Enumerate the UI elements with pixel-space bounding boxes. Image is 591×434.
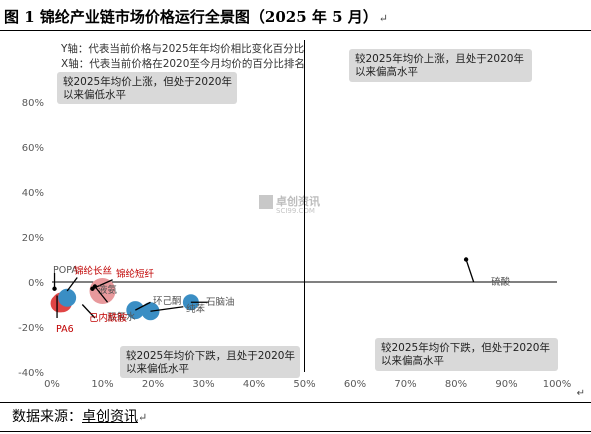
- point-label-液氨: 液氨: [98, 284, 118, 296]
- source-line: 数据来源：卓创资讯↵: [12, 406, 147, 426]
- watermark-url: SCI99.COM: [276, 207, 315, 215]
- watermark-name: 卓创资讯: [276, 194, 320, 208]
- x-tick-label: 80%: [445, 379, 467, 390]
- x-tick-label: 40%: [243, 379, 265, 390]
- y-tick-label: -40%: [18, 368, 44, 379]
- bubble-液氨: [89, 278, 116, 304]
- quadrant-note-text: 较2025年均价下跌，且处于2020年: [126, 349, 295, 362]
- leader-line-纯苯: [150, 306, 184, 312]
- leader-line-锦纶长丝: [66, 277, 78, 292]
- point-label-PA6: PA6: [56, 324, 74, 335]
- axis-note: X轴：代表当前价格在2020至今月均价的百分比排名: [61, 57, 305, 70]
- x-tick-label: 100%: [543, 379, 572, 390]
- middle-rule: [0, 402, 591, 403]
- point-label-纯苯: 纯苯: [186, 303, 206, 315]
- source-name[interactable]: 卓创资讯: [82, 409, 138, 425]
- paragraph-mark: ↵: [138, 411, 148, 424]
- quadrant-note-box: [120, 346, 300, 378]
- axis-note: Y轴：代表当前价格与2025年年均价相比变化百分比: [60, 42, 304, 55]
- x-tick-label: 60%: [344, 379, 366, 390]
- quadrant-note-box: [375, 338, 558, 371]
- y-tick-label: 20%: [22, 233, 44, 244]
- bubble-锦纶长丝: [58, 288, 77, 307]
- point-label-锦纶短纤: 锦纶短纤: [116, 268, 155, 280]
- point-marker-硫酸: [463, 257, 469, 262]
- x-tick-label: 50%: [293, 379, 315, 390]
- x-tick-label: 90%: [495, 379, 517, 390]
- quadrant-note-text: 以来偏低水平: [63, 88, 126, 101]
- point-label-锦纶长丝: 锦纶长丝: [74, 265, 112, 277]
- quadrant-note-box: [57, 72, 237, 104]
- x-tick-label: 10%: [91, 379, 113, 390]
- source-label: 数据来源：: [12, 409, 82, 425]
- quadrant-note-text: 以来偏高水平: [355, 65, 418, 78]
- quadrant-note-text: 较2025年均价下跌，但处于2020年: [381, 341, 550, 354]
- quadrant-note-text: 较2025年均价上涨，且处于2020年: [355, 52, 524, 65]
- point-label-石脑油: 石脑油: [206, 296, 235, 308]
- x-tick-label: 20%: [142, 379, 164, 390]
- leader-line-环己酮: [135, 301, 151, 311]
- paragraph-mark: ↵: [378, 12, 388, 25]
- quadrant-note-box: [349, 49, 532, 82]
- point-label-己内酰胺: 己内酰胺: [89, 312, 128, 324]
- top-rule: [0, 30, 591, 31]
- figure-title: 图 1 锦纶产业链市场价格运行全景图（2025 年 5 月）↵: [4, 8, 388, 26]
- bottom-rule: [0, 431, 591, 432]
- y-tick-label: -20%: [18, 323, 44, 334]
- leader-line-双氧水: [94, 286, 109, 303]
- quadrant-note-text: 以来偏高水平: [381, 354, 444, 367]
- point-label-POPA: POPA: [53, 265, 78, 276]
- leader-line-硫酸: [465, 259, 475, 283]
- point-marker-POPA: [52, 286, 57, 291]
- x-tick-label: 0%: [44, 379, 60, 390]
- y-tick-label: 80%: [22, 98, 44, 109]
- point-label-环己酮: 环己酮: [153, 296, 182, 307]
- x-tick-label: 30%: [192, 379, 214, 390]
- leader-line-己内酰胺: [81, 304, 96, 319]
- watermark-logo-icon: [259, 195, 273, 209]
- point-label-双氧水: 双氧水: [107, 311, 136, 323]
- y-tick-label: 0%: [28, 278, 44, 289]
- y-tick-label: 60%: [22, 143, 44, 154]
- paragraph-mark: ↵: [576, 388, 585, 399]
- y-tick-label: 40%: [22, 188, 44, 199]
- point-marker-双氧水: [92, 284, 98, 289]
- x-tick-label: 70%: [394, 379, 416, 390]
- quadrant-note-text: 较2025年均价上涨，但处于2020年: [63, 75, 232, 88]
- point-label-硫酸: 硫酸: [491, 276, 511, 288]
- quadrant-note-text: 以来偏低水平: [126, 362, 189, 375]
